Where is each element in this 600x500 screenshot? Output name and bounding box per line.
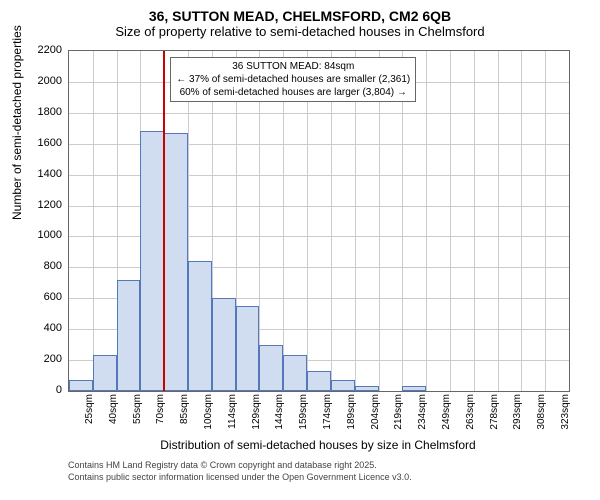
bar [117, 280, 141, 391]
y-tick: 1200 [38, 199, 62, 211]
y-axis: 0200400600800100012001400160018002000220… [0, 50, 66, 390]
x-tick: 100sqm [203, 394, 214, 430]
x-tick: 263sqm [465, 394, 476, 430]
y-tick: 0 [56, 384, 62, 396]
bar [93, 355, 117, 391]
annotation-box: 36 SUTTON MEAD: 84sqm ← 37% of semi-deta… [170, 57, 416, 102]
x-tick: 114sqm [227, 394, 238, 429]
x-tick: 159sqm [298, 394, 309, 430]
x-tick: 308sqm [536, 394, 547, 430]
credits: Contains HM Land Registry data © Crown c… [68, 460, 568, 483]
x-tick: 249sqm [441, 394, 452, 430]
x-tick: 174sqm [322, 394, 333, 430]
x-tick: 278sqm [489, 394, 500, 430]
x-tick: 70sqm [155, 394, 166, 424]
y-tick: 2200 [38, 44, 62, 56]
marker-line [163, 51, 165, 391]
y-tick: 2000 [38, 75, 62, 87]
histogram-bars [69, 51, 569, 391]
y-tick: 1400 [38, 168, 62, 180]
x-tick: 40sqm [108, 394, 119, 424]
bar [355, 386, 379, 391]
bar [402, 386, 426, 391]
chart-container: 36, SUTTON MEAD, CHELMSFORD, CM2 6QB Siz… [0, 0, 600, 500]
chart-title: 36, SUTTON MEAD, CHELMSFORD, CM2 6QB [0, 0, 600, 24]
annotation-line3: 60% of semi-detached houses are larger (… [176, 86, 410, 99]
y-tick: 1000 [38, 229, 62, 241]
annotation-line2: ← 37% of semi-detached houses are smalle… [176, 73, 410, 86]
bar [212, 298, 236, 391]
y-tick: 1600 [38, 137, 62, 149]
x-tick: 323sqm [560, 394, 571, 430]
bar [188, 261, 212, 391]
chart-subtitle: Size of property relative to semi-detach… [0, 24, 600, 43]
credits-line1: Contains HM Land Registry data © Crown c… [68, 460, 568, 472]
bar [164, 133, 188, 391]
bar [69, 380, 93, 391]
x-tick: 189sqm [346, 394, 357, 430]
y-tick: 1800 [38, 106, 62, 118]
x-tick: 204sqm [370, 394, 381, 430]
y-tick: 800 [44, 260, 62, 272]
bar [259, 345, 283, 391]
x-axis-label: Distribution of semi-detached houses by … [68, 438, 568, 452]
bar [236, 306, 260, 391]
x-tick: 129sqm [251, 394, 262, 430]
y-tick: 600 [44, 291, 62, 303]
x-tick: 219sqm [393, 394, 404, 430]
x-tick: 55sqm [132, 394, 143, 424]
bar [307, 371, 331, 391]
bar [140, 131, 164, 391]
y-tick: 200 [44, 353, 62, 365]
annotation-line1: 36 SUTTON MEAD: 84sqm [176, 60, 410, 73]
bar [283, 355, 307, 391]
bar [331, 380, 355, 391]
credits-line2: Contains public sector information licen… [68, 472, 568, 484]
x-tick: 234sqm [417, 394, 428, 430]
x-tick: 293sqm [512, 394, 523, 430]
y-tick: 400 [44, 322, 62, 334]
x-tick: 25sqm [84, 394, 95, 424]
plot-area: 36 SUTTON MEAD: 84sqm ← 37% of semi-deta… [68, 50, 570, 392]
x-tick: 85sqm [179, 394, 190, 424]
x-tick: 144sqm [274, 394, 285, 430]
